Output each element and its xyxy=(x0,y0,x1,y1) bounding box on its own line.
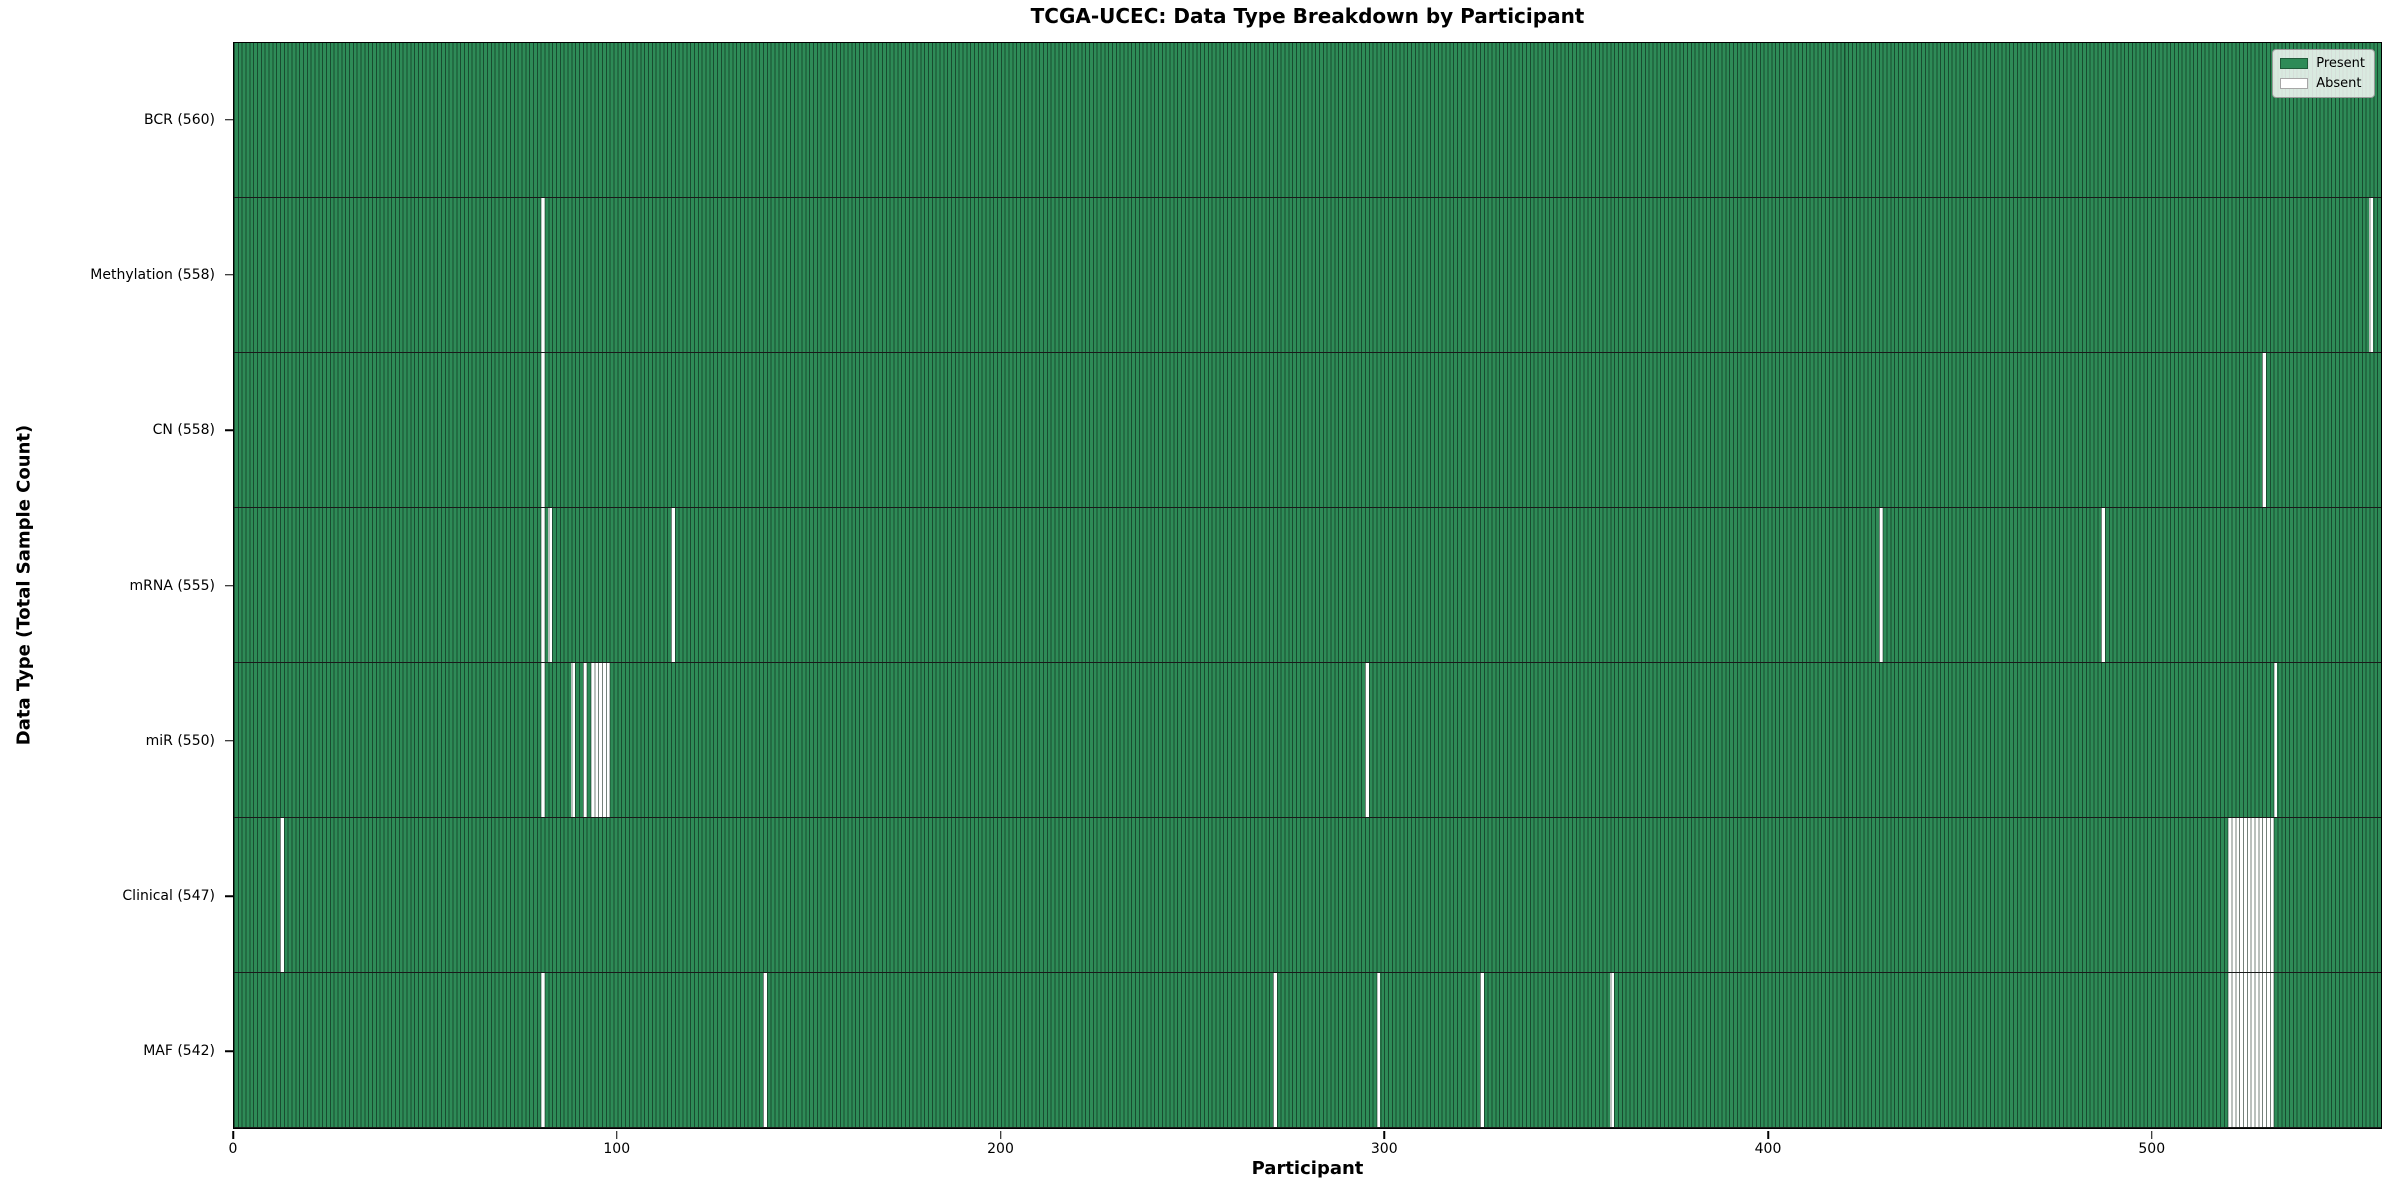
y-tick-mark xyxy=(225,429,233,431)
bar-edge-overlay xyxy=(234,818,2381,972)
legend-swatch-present xyxy=(2280,58,2309,69)
x-tick-label: 0 xyxy=(228,1141,238,1157)
absent-stripe xyxy=(2273,663,2278,817)
data-type-row-cn xyxy=(234,353,2381,508)
legend-entry: Present xyxy=(2280,56,2365,71)
x-tick-mark xyxy=(616,1130,618,1139)
absent-stripe xyxy=(671,508,675,662)
absent-stripe xyxy=(605,663,610,817)
absent-stripe xyxy=(548,508,553,662)
absent-stripe xyxy=(1376,973,1381,1127)
x-tick-mark xyxy=(1767,1130,1769,1139)
x-tick-mark xyxy=(2151,1130,2153,1139)
y-tick-label: Clinical (547) xyxy=(122,888,215,905)
bar-edge-overlay xyxy=(234,663,2381,817)
absent-stripe xyxy=(540,508,545,662)
x-tick-label: 400 xyxy=(1754,1141,1782,1157)
x-tick-label: 200 xyxy=(987,1141,1014,1157)
legend-label: Absent xyxy=(2316,76,2362,91)
bar-edge-overlay xyxy=(234,508,2381,662)
plot-area: Present Absent xyxy=(233,42,2382,1129)
y-tick-label: MAF (542) xyxy=(143,1043,215,1060)
absent-stripe xyxy=(763,973,767,1127)
absent-stripe xyxy=(540,198,545,352)
x-tick-mark xyxy=(1383,1130,1385,1139)
absent-stripe xyxy=(2369,198,2374,352)
y-tick-label: CN (558) xyxy=(152,422,215,439)
absent-stripe xyxy=(582,663,587,817)
data-type-row-mrna xyxy=(234,508,2381,663)
y-tick-label: Methylation (558) xyxy=(90,266,215,283)
x-tick-label: 300 xyxy=(1370,1141,1398,1157)
y-tick-label: mRNA (555) xyxy=(129,577,215,594)
y-tick-mark xyxy=(225,740,233,742)
y-tick-mark xyxy=(225,584,233,587)
absent-stripe xyxy=(540,663,545,817)
y-tick-label: miR (550) xyxy=(145,732,215,749)
x-axis-tick-area: 0 100 200 300 400 500 xyxy=(229,1129,2382,1169)
absent-stripe xyxy=(2262,353,2266,507)
y-tick-mark xyxy=(225,1050,233,1053)
legend-entry: Absent xyxy=(2280,76,2365,91)
y-tick-mark xyxy=(225,895,233,897)
y-tick-mark xyxy=(225,274,233,276)
x-axis-label: Participant xyxy=(1251,1158,1364,1179)
x-tick-mark xyxy=(232,1130,234,1139)
absent-stripe xyxy=(1610,973,1615,1127)
bar-edge-overlay xyxy=(234,43,2381,197)
chart-title: TCGA-UCEC: Data Type Breakdown by Partic… xyxy=(1030,4,1585,28)
x-tick-label: 100 xyxy=(603,1141,631,1157)
data-type-row-mir xyxy=(234,663,2381,818)
data-type-row-methylation xyxy=(234,198,2381,353)
absent-stripe xyxy=(2101,508,2105,662)
absent-stripe xyxy=(1480,973,1484,1127)
bar-edge-overlay xyxy=(234,973,2381,1127)
bar-edge-overlay xyxy=(234,353,2381,507)
data-type-row-bcr xyxy=(234,43,2381,198)
data-type-row-clinical xyxy=(234,818,2381,973)
bar-edge-overlay xyxy=(234,198,2381,352)
absent-stripe xyxy=(280,818,284,972)
x-tick-label: 500 xyxy=(2138,1141,2166,1157)
y-axis-tick-area: BCR (560) Methylation (558) CN (558) mRNA (… xyxy=(0,42,233,1129)
y-tick-mark xyxy=(225,118,233,121)
absent-stripe xyxy=(540,353,545,507)
data-type-row-maf xyxy=(234,973,2381,1128)
legend: Present Absent xyxy=(2272,49,2375,98)
x-tick-mark xyxy=(999,1130,1002,1139)
absent-stripe xyxy=(2269,818,2274,972)
absent-stripe xyxy=(2269,973,2274,1127)
absent-stripe xyxy=(571,663,576,817)
legend-swatch-absent xyxy=(2280,78,2309,89)
legend-label: Present xyxy=(2316,56,2365,71)
y-tick-label: BCR (560) xyxy=(144,111,215,128)
absent-stripe xyxy=(540,973,545,1127)
absent-stripe xyxy=(1878,508,1883,662)
absent-stripe xyxy=(1272,973,1277,1127)
absent-stripe xyxy=(1365,663,1369,817)
